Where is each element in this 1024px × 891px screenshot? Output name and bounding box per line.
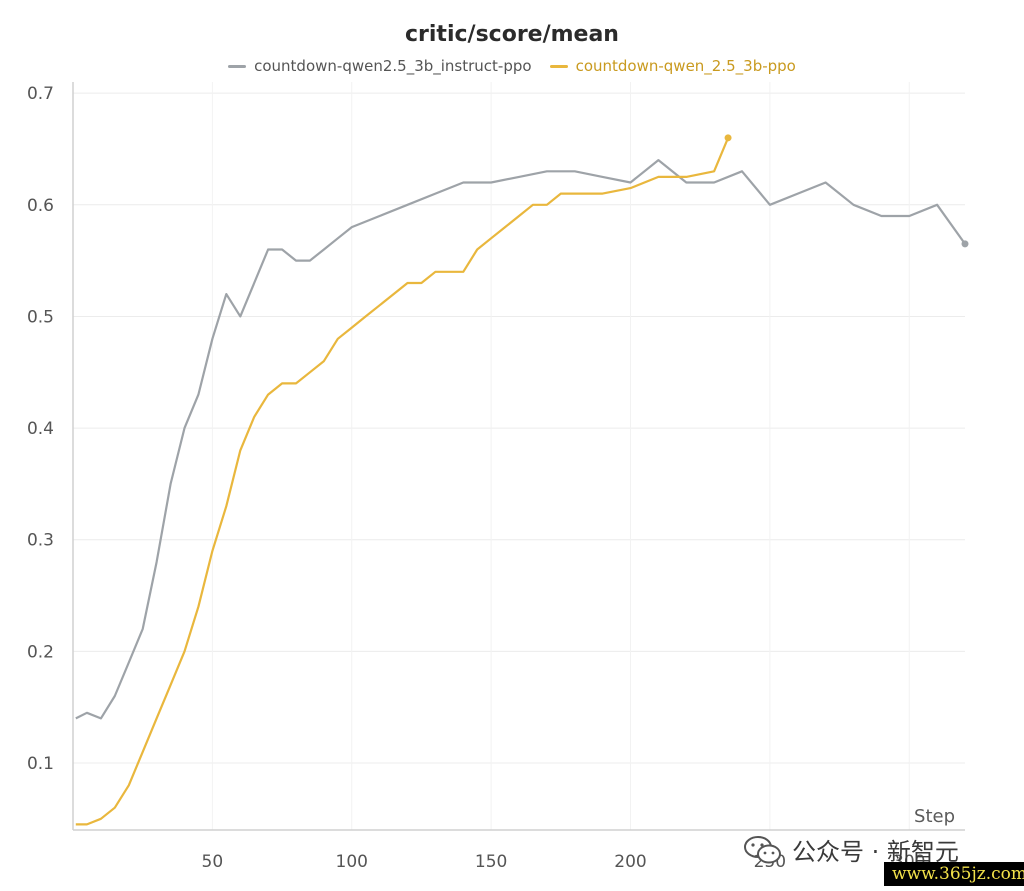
legend-label-base: countdown-qwen_2.5_3b-ppo <box>575 57 796 75</box>
y-tick-label: 0.1 <box>27 754 54 774</box>
y-tick-label: 0.5 <box>27 307 54 327</box>
y-tick-label: 0.7 <box>27 84 54 104</box>
x-tick-label: 150 <box>475 852 507 872</box>
series-end-marker-1 <box>724 134 732 142</box>
x-axis-label: Step <box>914 806 955 827</box>
legend-label-instruct: countdown-qwen2.5_3b_instruct-ppo <box>254 57 532 75</box>
y-tick-label: 0.6 <box>27 196 54 216</box>
legend-item-instruct[interactable]: countdown-qwen2.5_3b_instruct-ppo <box>228 57 532 75</box>
legend-swatch-base <box>549 64 568 68</box>
x-tick-label: 200 <box>614 852 646 872</box>
x-tick-label: 100 <box>336 852 368 872</box>
legend: countdown-qwen2.5_3b_instruct-ppo countd… <box>0 57 1024 75</box>
y-tick-label: 0.2 <box>27 642 54 662</box>
chart-title: critic/score/mean <box>405 22 619 47</box>
watermark: 公众号 · 新智元 <box>742 832 959 867</box>
legend-swatch-instruct <box>228 64 247 68</box>
site-badge: www.365jz.com <box>884 862 1024 886</box>
series-line-0 <box>75 159 966 720</box>
y-tick-label: 0.4 <box>27 419 54 439</box>
series-line-1 <box>75 137 730 826</box>
wechat-icon <box>744 835 781 863</box>
series-end-marker-0 <box>961 240 969 248</box>
legend-item-base[interactable]: countdown-qwen_2.5_3b-ppo <box>549 57 796 75</box>
watermark-text: 公众号 · 新智元 <box>792 838 959 866</box>
x-tick-label: 50 <box>202 852 224 872</box>
y-tick-label: 0.3 <box>27 531 54 551</box>
